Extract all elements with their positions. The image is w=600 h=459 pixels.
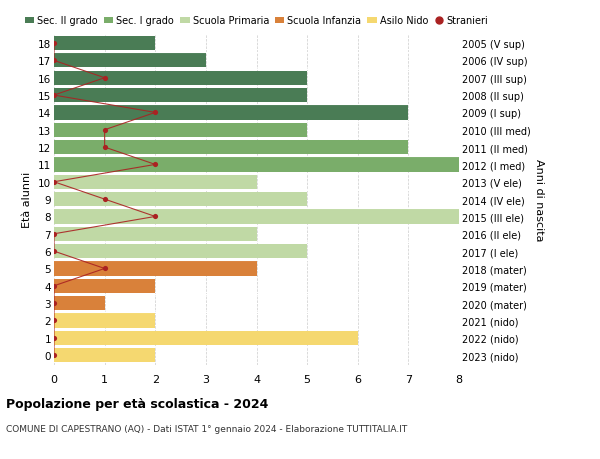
Bar bbox=[54, 193, 307, 207]
Bar bbox=[54, 37, 155, 51]
Point bbox=[49, 40, 59, 48]
Bar bbox=[54, 331, 358, 345]
Point bbox=[49, 282, 59, 290]
Point bbox=[100, 144, 109, 151]
Bar bbox=[54, 123, 307, 138]
Bar bbox=[54, 348, 155, 363]
Text: COMUNE DI CAPESTRANO (AQ) - Dati ISTAT 1° gennaio 2024 - Elaborazione TUTTITALIA: COMUNE DI CAPESTRANO (AQ) - Dati ISTAT 1… bbox=[6, 425, 407, 434]
Point bbox=[49, 352, 59, 359]
Bar bbox=[54, 54, 206, 68]
Bar bbox=[54, 313, 155, 328]
Point bbox=[151, 162, 160, 169]
Bar bbox=[54, 210, 459, 224]
Point bbox=[151, 213, 160, 221]
Legend: Sec. II grado, Sec. I grado, Scuola Primaria, Scuola Infanzia, Asilo Nido, Stran: Sec. II grado, Sec. I grado, Scuola Prim… bbox=[25, 16, 488, 26]
Point bbox=[49, 335, 59, 342]
Point bbox=[49, 300, 59, 307]
Bar bbox=[54, 297, 104, 311]
Point bbox=[49, 230, 59, 238]
Bar bbox=[54, 72, 307, 86]
Bar bbox=[54, 140, 409, 155]
Bar bbox=[54, 279, 155, 293]
Point bbox=[49, 92, 59, 100]
Bar bbox=[54, 89, 307, 103]
Point bbox=[49, 248, 59, 255]
Point bbox=[100, 75, 109, 82]
Point bbox=[49, 57, 59, 65]
Point bbox=[100, 196, 109, 203]
Bar bbox=[54, 245, 307, 259]
Bar bbox=[54, 158, 459, 172]
Y-axis label: Età alunni: Età alunni bbox=[22, 172, 32, 228]
Point bbox=[100, 127, 109, 134]
Point bbox=[100, 265, 109, 273]
Y-axis label: Anni di nascita: Anni di nascita bbox=[535, 158, 544, 241]
Point bbox=[49, 179, 59, 186]
Point bbox=[49, 317, 59, 325]
Bar bbox=[54, 262, 257, 276]
Bar bbox=[54, 227, 257, 241]
Text: Popolazione per età scolastica - 2024: Popolazione per età scolastica - 2024 bbox=[6, 397, 268, 410]
Bar bbox=[54, 106, 409, 120]
Point bbox=[151, 110, 160, 117]
Bar bbox=[54, 175, 257, 190]
